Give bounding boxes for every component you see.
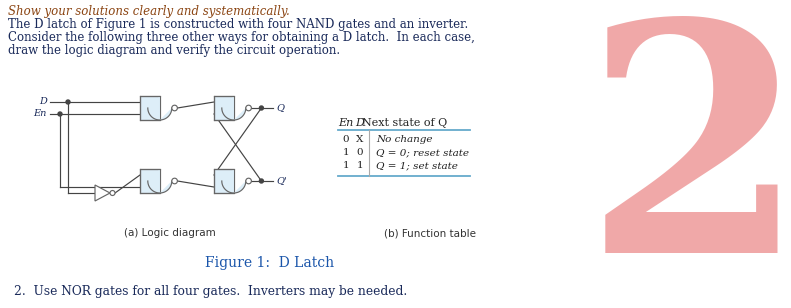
Text: Consider the following three other ways for obtaining a D latch.  In each case,: Consider the following three other ways … — [8, 31, 475, 44]
Text: En: En — [339, 118, 354, 128]
Circle shape — [172, 178, 177, 184]
Circle shape — [259, 106, 263, 110]
Text: Show your solutions clearly and systematically.: Show your solutions clearly and systemat… — [8, 5, 290, 18]
Circle shape — [172, 105, 177, 111]
Text: 1: 1 — [343, 148, 350, 157]
Circle shape — [110, 191, 115, 196]
Text: 1: 1 — [357, 161, 363, 170]
Text: draw the logic diagram and verify the circuit operation.: draw the logic diagram and verify the ci… — [8, 44, 340, 57]
Polygon shape — [221, 169, 246, 193]
Polygon shape — [214, 96, 234, 120]
Text: 0: 0 — [343, 135, 350, 144]
Text: En: En — [34, 110, 47, 119]
Text: Next state of Q: Next state of Q — [362, 118, 448, 128]
Polygon shape — [140, 96, 160, 120]
Text: 1: 1 — [343, 161, 350, 170]
Circle shape — [259, 179, 263, 183]
Polygon shape — [214, 169, 234, 193]
Text: 2: 2 — [584, 11, 791, 308]
Text: (b) Function table: (b) Function table — [384, 228, 476, 238]
Circle shape — [246, 105, 252, 111]
Text: Q: Q — [276, 103, 285, 112]
Text: 2.  Use NOR gates for all four gates.  Inverters may be needed.: 2. Use NOR gates for all four gates. Inv… — [14, 285, 407, 298]
Circle shape — [58, 112, 62, 116]
Polygon shape — [148, 96, 172, 120]
Polygon shape — [95, 185, 110, 201]
Polygon shape — [140, 169, 160, 193]
Text: D: D — [39, 98, 47, 107]
Text: Q = 0; reset state: Q = 0; reset state — [376, 148, 469, 157]
Text: Q = 1; set state: Q = 1; set state — [376, 161, 458, 170]
Text: No change: No change — [376, 135, 433, 144]
Text: 0: 0 — [357, 148, 363, 157]
Text: X: X — [356, 135, 364, 144]
Circle shape — [66, 100, 70, 104]
Polygon shape — [221, 96, 246, 120]
Circle shape — [246, 178, 252, 184]
Text: The D latch of Figure 1 is constructed with four NAND gates and an inverter.: The D latch of Figure 1 is constructed w… — [8, 18, 468, 31]
Polygon shape — [148, 169, 172, 193]
Text: Figure 1:  D Latch: Figure 1: D Latch — [206, 256, 335, 270]
Text: (a) Logic diagram: (a) Logic diagram — [124, 228, 216, 238]
Text: D: D — [356, 118, 365, 128]
Text: Q': Q' — [276, 176, 287, 185]
